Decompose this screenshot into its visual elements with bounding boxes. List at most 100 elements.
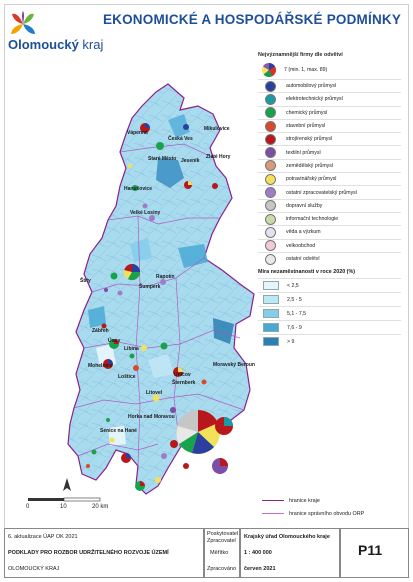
category-label: textilní průmysl [286, 149, 321, 156]
category-swatch-icon [265, 93, 276, 105]
category-swatch-icon [265, 120, 276, 132]
class-label: 5,1 - 7,5 [287, 310, 307, 317]
unemployment-class-list: < 2,5 2,5 - 5 5,1 - 7,5 7,6 - 9 > 9 [258, 278, 401, 348]
logo-brand-text: Olomoucký [8, 37, 79, 52]
class-swatch-icon [263, 281, 279, 291]
industry-legend-item: zemědělský průmysl [258, 158, 401, 172]
olomoucky-kraj-area [67, 83, 255, 495]
category-label: chemický průmysl [286, 109, 328, 116]
category-swatch-icon [265, 213, 276, 225]
category-label: potravinářský průmysl [286, 176, 337, 183]
industry-category-list: automobilový průmysl elektrotechnický prů… [258, 79, 401, 265]
category-label: automobilový průmysl [286, 83, 337, 90]
olomoucky-kraj-logo: Olomoucký kraj [8, 10, 128, 52]
class-swatch-icon [263, 337, 279, 347]
provider-label: Poskytovatel [207, 531, 239, 537]
industry-legend-item: velkoobchod [258, 238, 401, 252]
place-label: Moravský Beroun [213, 362, 255, 368]
place-label: Šternberk [172, 378, 196, 386]
category-label: věda a výzkum [286, 229, 321, 236]
place-label: Mohelnice [88, 363, 113, 369]
boundary-legend: hranice kraje hranice správního obvodu O… [262, 494, 404, 520]
orp-boundary-key: hranice správního obvodu ORP [262, 507, 404, 520]
industry-legend-item: informační technologie [258, 211, 401, 225]
place-label: Libina [124, 346, 139, 352]
place-label: Rapotín [156, 274, 175, 280]
place-label: Hanušovice [124, 186, 152, 192]
category-swatch-icon [265, 133, 276, 145]
category-label: elektrotechnický průmysl [286, 96, 343, 103]
title-block: 6. aktualizace ÚAP OK 2021 PODKLADY PRO … [4, 528, 409, 578]
flower-logo-icon [11, 11, 35, 34]
class-swatch-icon [263, 309, 279, 319]
category-swatch-icon [265, 226, 276, 238]
category-swatch-icon [265, 187, 276, 199]
industry-legend-item: dopravní služby [258, 198, 401, 212]
processor-name: Krajský úřad Olomouckého kraje [244, 534, 330, 540]
scale-bar: 0 10 20 km [24, 496, 108, 516]
unemployment-legend-item: 7,6 - 9 [258, 320, 401, 334]
firms-legend-heading: Nejvýznamnější firmy dle odvětví [258, 52, 343, 58]
category-label: strojírenský průmysl [286, 136, 333, 143]
category-swatch-icon [265, 147, 276, 159]
industry-legend-item: věda a výzkum [258, 225, 401, 238]
place-label: Vápenná [127, 130, 148, 136]
scale-tick: 20 km [92, 504, 109, 510]
unemployment-legend-item: < 2,5 [258, 278, 401, 292]
place-label: Staré Město [148, 156, 176, 162]
place-label: Mikulovice [204, 126, 230, 132]
marker-size-key: 7 (min. 1, max. 89) [258, 61, 401, 79]
category-label: ostatní odvětví [286, 256, 320, 262]
category-label: ostatní zpracovatelský průmysl [286, 189, 357, 196]
industry-legend-item: ostatní zpracovatelský průmysl [258, 185, 401, 199]
update-note: 6. aktualizace ÚAP OK 2021 [8, 534, 78, 540]
place-label: Česká Ves [168, 135, 193, 142]
area-text: OLOMOUCKÝ KRAJ [8, 566, 60, 572]
map-legend: Nejvýznamnější firmy dle odvětví 7 (min.… [258, 52, 401, 347]
place-label: Zábřeh [92, 328, 109, 334]
category-swatch-icon [265, 80, 276, 92]
place-label: Uničov [174, 372, 191, 378]
place-label: Litovel [146, 390, 163, 396]
place-label: Šumperk [139, 282, 161, 290]
logo-wordmark: Olomoucký kraj [8, 37, 103, 52]
category-label: zemědělský průmysl [286, 162, 333, 169]
region-map: Vápenná Česká Ves Mikulovice Jeseník Zla… [67, 83, 255, 495]
category-label: stavební průmysl [286, 123, 326, 130]
pie-chart-icon [262, 63, 276, 77]
class-swatch-icon [263, 323, 279, 333]
category-label: dopravní služby [286, 202, 323, 209]
place-label: Úsov [108, 337, 120, 344]
class-label: 7,6 - 9 [287, 324, 302, 331]
scale-tick: 0 [26, 504, 30, 510]
industry-legend-item: strojírenský průmysl [258, 132, 401, 145]
category-swatch-icon [265, 173, 276, 185]
unemployment-legend-heading: Míra nezaměstnanosti v roce 2020 (%) [258, 269, 356, 276]
category-swatch-icon [265, 253, 276, 265]
unemployment-legend-item: 5,1 - 7,5 [258, 306, 401, 320]
industry-legend-item: ostatní odvětví [258, 251, 401, 265]
class-label: < 2,5 [287, 282, 299, 289]
industry-legend-item: elektrotechnický průmysl [258, 92, 401, 105]
logo-suffix-text: kraj [82, 37, 104, 52]
category-swatch-icon [265, 240, 276, 252]
place-label: Velké Losiny [130, 210, 161, 216]
place-label: Štíty [80, 276, 91, 284]
industry-legend-item: automobilový průmysl [258, 79, 401, 92]
place-label: Horka nad Moravou [128, 414, 175, 420]
category-swatch-icon [265, 160, 276, 172]
category-label: velkoobchod [286, 242, 316, 249]
category-label: informační technologie [286, 216, 339, 223]
place-label: Zlaté Hory [206, 154, 231, 160]
industry-legend-item: textilní průmysl [258, 145, 401, 159]
industry-legend-item: chemický průmysl [258, 105, 401, 119]
category-swatch-icon [265, 200, 276, 212]
processor-label: Zpracovatel [207, 538, 236, 544]
unemployment-legend-item: 2,5 - 5 [258, 292, 401, 306]
unemployment-legend-item: > 9 [258, 334, 401, 348]
class-label: 2,5 - 5 [287, 296, 302, 303]
place-label: Jeseník [181, 158, 200, 164]
scale-label: Měřítko [210, 550, 229, 556]
region-boundary-key: hranice kraje [262, 494, 404, 507]
sheet-number: P11 [358, 542, 383, 558]
